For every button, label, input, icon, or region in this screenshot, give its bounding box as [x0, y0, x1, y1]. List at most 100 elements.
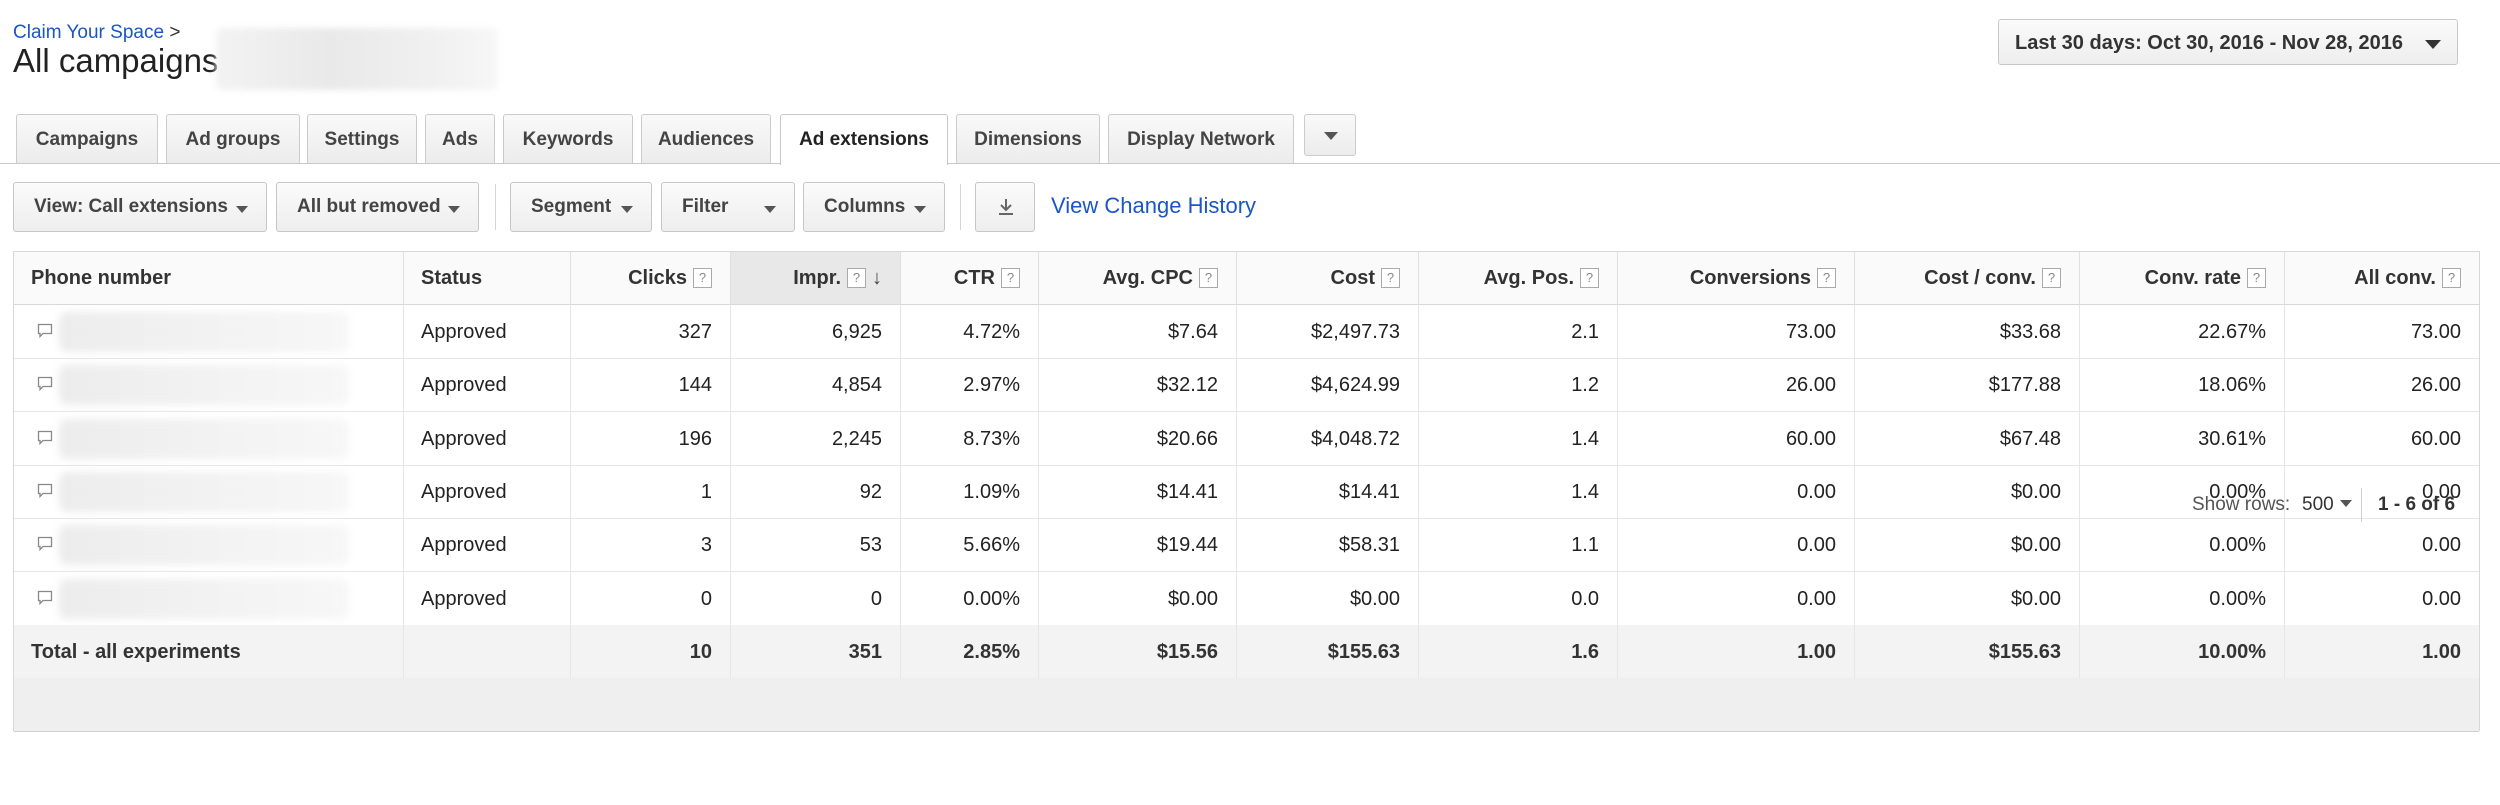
chevron-down-icon: [448, 206, 460, 213]
cost_conv-cell: $177.88: [1855, 358, 2080, 412]
help-icon[interactable]: ?: [1001, 268, 1020, 288]
column-header-impressions[interactable]: Impr.? ↓: [731, 252, 901, 305]
breadcrumb-link[interactable]: Claim Your Space: [13, 22, 165, 43]
all_conv-cell: 60.00: [2410, 427, 2461, 450]
columns-label: Columns: [824, 196, 906, 217]
help-icon[interactable]: ?: [847, 268, 866, 288]
tab-display-network[interactable]: Display Network: [1108, 114, 1294, 163]
rows-per-page-select[interactable]: 500: [2302, 494, 2352, 516]
table-row[interactable]: Approved 3 53 5.66% $19.44 $58.31 1.1 0.00 $0.00…: [14, 518, 2479, 573]
status-cell: Approved: [404, 358, 571, 412]
segment-dropdown[interactable]: Segment: [510, 182, 652, 232]
filter-dropdown[interactable]: Filter: [661, 182, 795, 232]
table-row[interactable]: Approved 327 6,925 4.72% $7.64 $2,497.73 2.1 73…: [14, 305, 2479, 359]
ctr-cell: 1.09%: [901, 464, 1039, 518]
column-header-ctr[interactable]: CTR?: [901, 252, 1039, 305]
redacted-phone-number: [59, 578, 349, 619]
conv_rate-cell: 0.00%: [2080, 518, 2285, 572]
pos-cell: 1.4: [1419, 411, 1618, 465]
tab-audiences[interactable]: Audiences: [641, 114, 771, 163]
conv-cell: 26.00: [1618, 358, 1855, 412]
cost_conv-cell: $0.00: [1855, 518, 2080, 572]
help-icon[interactable]: ?: [2247, 268, 2266, 288]
all_conv-cell: 0.00: [2422, 480, 2461, 503]
column-header-clicks[interactable]: Clicks?: [571, 252, 731, 305]
download-icon: [999, 199, 1013, 215]
cost-total-cell: $155.63: [1237, 624, 1419, 678]
all_conv-cell: 0.00: [2422, 587, 2461, 610]
status-filter-dropdown[interactable]: All but removed: [276, 182, 479, 232]
redacted-phone-number: [59, 418, 349, 459]
tabs-divider: [0, 163, 2500, 164]
call-extension-icon: [37, 377, 53, 392]
tab-dimensions[interactable]: Dimensions: [956, 114, 1100, 163]
cpc-cell: $20.66: [1039, 411, 1237, 465]
clicks-cell: 1: [571, 464, 731, 518]
chevron-down-icon: [621, 206, 633, 213]
cost_conv-total-cell: $155.63: [1855, 624, 2080, 678]
status-cell: Approved: [404, 411, 571, 465]
chevron-down-icon: [2339, 500, 2352, 507]
help-icon[interactable]: ?: [1381, 268, 1400, 288]
chevron-down-icon: [2425, 40, 2441, 49]
column-header-cost[interactable]: Cost?: [1237, 252, 1419, 305]
date-range-selector[interactable]: Last 30 days: Oct 30, 2016 - Nov 28, 201…: [1998, 19, 2458, 65]
cpc-cell: $19.44: [1039, 518, 1237, 572]
column-header-status[interactable]: Status: [404, 252, 571, 305]
clicks-total-cell: 10: [571, 624, 731, 678]
chevron-down-icon: [914, 206, 926, 213]
columns-dropdown[interactable]: Columns: [803, 182, 945, 232]
conv_rate-cell: 0.00%: [2080, 571, 2285, 625]
ctr-cell: 0.00%: [901, 571, 1039, 625]
column-header-avg-pos[interactable]: Avg. Pos.?: [1419, 252, 1618, 305]
impr-cell: 0: [731, 571, 901, 625]
ctr-cell: 4.72%: [901, 305, 1039, 358]
clicks-cell: 327: [571, 305, 731, 358]
view-change-history-link[interactable]: View Change History: [1051, 193, 1257, 218]
help-icon[interactable]: ?: [1580, 268, 1599, 288]
tab-ad-extensions[interactable]: Ad extensions: [780, 114, 948, 165]
help-icon[interactable]: ?: [2042, 268, 2061, 288]
ctr-cell: 5.66%: [901, 518, 1039, 572]
tab-ads[interactable]: Ads: [425, 114, 495, 163]
column-header-conv-rate[interactable]: Conv. rate?: [2080, 252, 2285, 305]
status-cell: Approved: [404, 464, 571, 518]
column-header-all-conv[interactable]: All conv.?: [2285, 252, 2479, 305]
table-row[interactable]: Approved 0 0 0.00% $0.00 $0.00 0.0 0.00 $0.00 0.0…: [14, 571, 2479, 626]
cost-cell: $58.31: [1237, 518, 1419, 572]
clicks-cell: 196: [571, 411, 731, 465]
all_conv-cell: 26.00: [2410, 374, 2461, 397]
pos-total-cell: 1.6: [1419, 624, 1618, 678]
tab-settings[interactable]: Settings: [307, 114, 417, 163]
cpc-cell: $32.12: [1039, 358, 1237, 412]
column-header-conversions[interactable]: Conversions?: [1618, 252, 1855, 305]
tab-campaigns[interactable]: Campaigns: [16, 114, 158, 163]
help-icon[interactable]: ?: [2442, 268, 2461, 288]
conv-total-cell: 1.00: [1618, 624, 1855, 678]
tab-keywords[interactable]: Keywords: [503, 114, 633, 163]
call-extension-icon: [37, 590, 53, 605]
table-row[interactable]: Approved 1 92 1.09% $14.41 $14.41 1.4 0.00 $0.00…: [14, 464, 2479, 519]
view-dropdown[interactable]: View: Call extensions: [13, 182, 267, 232]
impr-cell: 92: [731, 464, 901, 518]
column-header-phone-number[interactable]: Phone number: [14, 252, 404, 305]
redacted-phone-number: [59, 365, 349, 406]
call-extension-icon: [37, 483, 53, 498]
show-rows-label: Show rows:: [2192, 494, 2291, 515]
cost-cell: $4,048.72: [1237, 411, 1419, 465]
status-filter-label: All but removed: [297, 196, 441, 217]
help-icon[interactable]: ?: [1817, 268, 1836, 288]
column-header-avg-cpc[interactable]: Avg. CPC?: [1039, 252, 1237, 305]
download-button[interactable]: [975, 182, 1035, 232]
pager-separator: [2361, 488, 2362, 522]
date-range-label: Last 30 days: Oct 30, 2016 - Nov 28, 201…: [2015, 32, 2403, 54]
column-header-cost-per-conv[interactable]: Cost / conv.?: [1855, 252, 2080, 305]
help-icon[interactable]: ?: [1199, 268, 1218, 288]
table-row[interactable]: Approved 144 4,854 2.97% $32.12 $4,624.99 1.2 2…: [14, 358, 2479, 413]
tab-ad-groups[interactable]: Ad groups: [166, 114, 300, 163]
table-row[interactable]: Approved 196 2,245 8.73% $20.66 $4,048.72 1.4 6…: [14, 411, 2479, 466]
chevron-down-icon: [236, 206, 248, 213]
cost_conv-cell: $67.48: [1855, 411, 2080, 465]
help-icon[interactable]: ?: [693, 268, 712, 288]
more-tabs-button[interactable]: [1304, 114, 1356, 156]
